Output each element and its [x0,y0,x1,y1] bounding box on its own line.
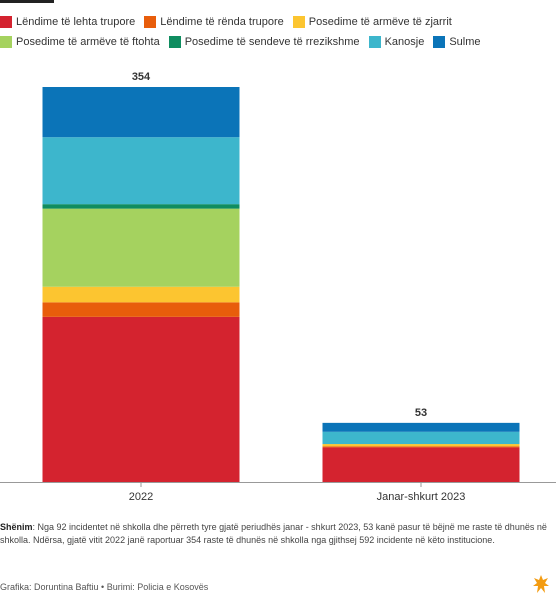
x-tick-label: 2022 [129,491,153,503]
legend-swatch [368,36,381,48]
legend-label: Sulme [449,36,481,48]
bar-segment [322,446,520,448]
legend-item-kanosje: Kanosje [368,32,425,52]
legend-label: Lëndime të rënda trupore [160,16,284,28]
legend-item-sulme: Sulme [433,32,481,52]
bar-segment [322,447,520,482]
rfe-logo-icon [533,575,549,593]
legend-label: Lëndime të lehta trupore [16,16,136,28]
bar-segment [42,286,240,303]
legend-item-lendime-lehta: Lëndime të lehta trupore [0,12,135,32]
bar-total-label: 53 [415,407,427,419]
note-label: Shënim [0,522,33,532]
legend-swatch [0,36,12,48]
legend-swatch [433,36,446,48]
legend-swatch [0,16,12,28]
legend-label: Posedime të armëve të zjarrit [308,16,452,28]
note-text: : Nga 92 incidentet në shkolla dhe përre… [0,522,547,545]
legend-label: Kanosje [384,36,425,48]
legend-swatch [168,36,181,48]
top-rule [0,0,54,3]
chart-note: Shënim: Nga 92 incidentet në shkolla dhe… [0,521,552,547]
x-tick-label: Janar-shkurt 2023 [377,491,466,503]
bar-segment [42,302,240,317]
bar-segment [42,208,240,287]
legend-swatch [292,16,305,28]
bar-segment [42,87,240,138]
chart-credits: Grafika: Doruntina Baftiu • Burimi: Poli… [0,582,209,592]
legend-item-arme-ftohta: Posedime të armëve të ftohta [0,32,160,52]
legend-row: Lëndime të lehta trupore Lëndime të rënd… [0,12,556,32]
chart-legend: Lëndime të lehta trupore Lëndime të rënd… [0,12,556,52]
legend-item-arme-zjarri: Posedime të armëve të zjarrit [292,12,452,32]
bar-segment [322,444,520,447]
legend-item-sende-rrezikshme: Posedime të sendeve të rrezikshme [168,32,360,52]
legend-label: Posedime të armëve të ftohta [16,36,160,48]
legend-label: Posedime të sendeve të rrezikshme [184,36,360,48]
bar-segment [42,204,240,209]
bar-segment [322,422,520,432]
bar-segment [42,316,240,482]
legend-swatch [144,16,157,28]
bar-total-label: 354 [132,71,151,83]
legend-row: Posedime të armëve të ftohta Posedime të… [0,32,556,52]
legend-item-lendime-renda: Lëndime të rënda trupore [144,12,284,32]
bar-segment [42,137,240,205]
stacked-bar-chart: 354 2022 53 Janar-shkurt 2023 [0,71,556,503]
bar-segment [322,431,520,445]
